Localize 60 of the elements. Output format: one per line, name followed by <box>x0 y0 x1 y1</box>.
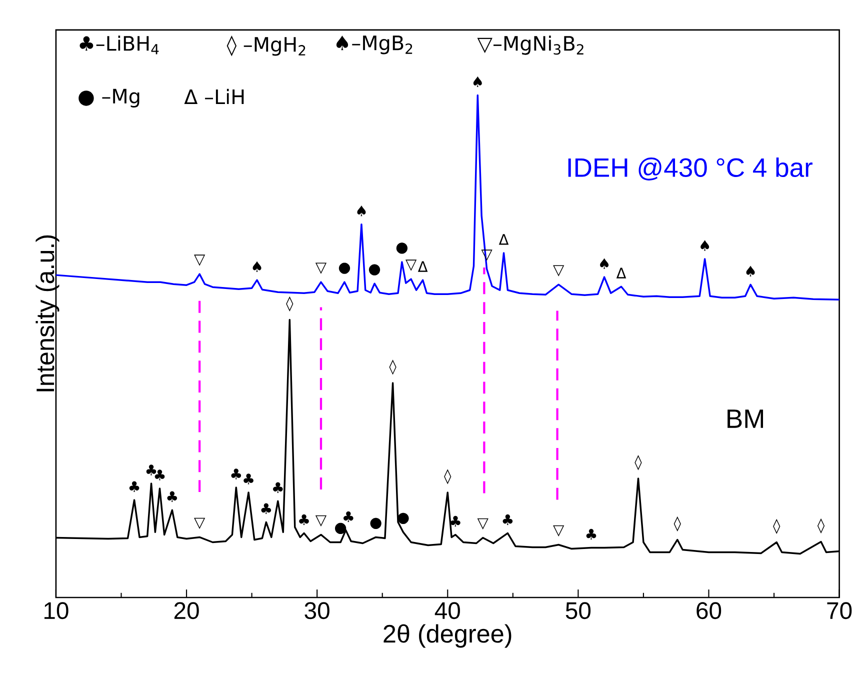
text: IDEH @430 °C 4 bar <box>568 157 812 180</box>
annotation: ♣ <box>343 511 354 522</box>
annotation: Δ <box>498 234 509 245</box>
text: ♠–MgB$_{2}$ <box>336 35 412 54</box>
annotation: ● <box>396 242 408 254</box>
y-axis-title: Intensity (a.u.) <box>36 235 60 392</box>
x-tick-label: 70 <box>827 602 852 619</box>
annotation: ◊ <box>634 454 642 470</box>
annotation: ◊ <box>674 516 681 532</box>
annotation: ♣ <box>167 491 178 502</box>
annotation: ▽ <box>406 259 417 271</box>
annotation: ◊ <box>286 296 294 312</box>
annotation: ♣ <box>586 528 596 540</box>
annotation: ♣ <box>299 514 309 525</box>
annotation: Δ <box>616 268 626 278</box>
annotation: ♠ <box>473 76 482 87</box>
annotation: ▽ <box>553 525 564 536</box>
annotation: ● <box>398 512 409 524</box>
annotation: ♠ <box>600 258 609 269</box>
annotation: ▽ <box>315 515 327 526</box>
annotation: ♣ <box>272 482 283 493</box>
text: ◊ –MgH$_{2}$ <box>226 35 306 56</box>
x-tick-label: 20 <box>174 602 199 619</box>
annotation: ▽ <box>315 262 327 274</box>
annotation: ◊ <box>389 359 396 375</box>
annotation: ♣ <box>146 464 156 476</box>
annotation: ◊ <box>773 518 780 534</box>
annotation: ♣ <box>154 469 165 480</box>
annotation: ♠ <box>252 261 262 272</box>
annotation: ♣ <box>244 473 254 484</box>
annotation: ◊ <box>817 518 825 534</box>
text: BM <box>728 409 764 428</box>
annotation: ● <box>334 522 346 534</box>
annotation: ♠ <box>700 240 710 251</box>
x-tick-label: 40 <box>434 602 460 619</box>
annotation: Δ <box>418 261 428 272</box>
x-tick-label: 60 <box>696 602 722 619</box>
text: ♣–LiBH$_{4}$ <box>80 35 159 54</box>
annotation: ● <box>368 264 380 276</box>
annotation: ● <box>338 262 350 274</box>
annotation: ♣ <box>261 503 272 514</box>
annotation: Δ –LiH <box>184 88 244 104</box>
annotation: ♣ <box>502 514 513 525</box>
x-tick-label: 10 <box>44 602 68 619</box>
annotation: ♠ <box>357 205 366 216</box>
annotation: ▽ <box>194 254 206 266</box>
x-axis-title: 2θ (degree) <box>384 624 512 648</box>
x-tick-label: 50 <box>566 602 591 619</box>
annotation: ♣ <box>450 516 460 526</box>
annotation: ▽ <box>553 265 564 276</box>
annotation: ♣ <box>231 468 242 480</box>
annotation: ▽ <box>477 518 488 530</box>
x-tick-label: 30 <box>304 602 330 619</box>
annotation: ♣ <box>129 480 140 492</box>
annotation: ● <box>370 518 382 529</box>
annotation: ▽ <box>194 518 206 529</box>
text: ▽–MgNi$_{3}$B$_{2}$ <box>477 35 584 55</box>
annotation: ♠ <box>746 266 755 276</box>
annotation: ◊ <box>444 468 452 484</box>
annotation: ● –Mg <box>78 88 140 108</box>
